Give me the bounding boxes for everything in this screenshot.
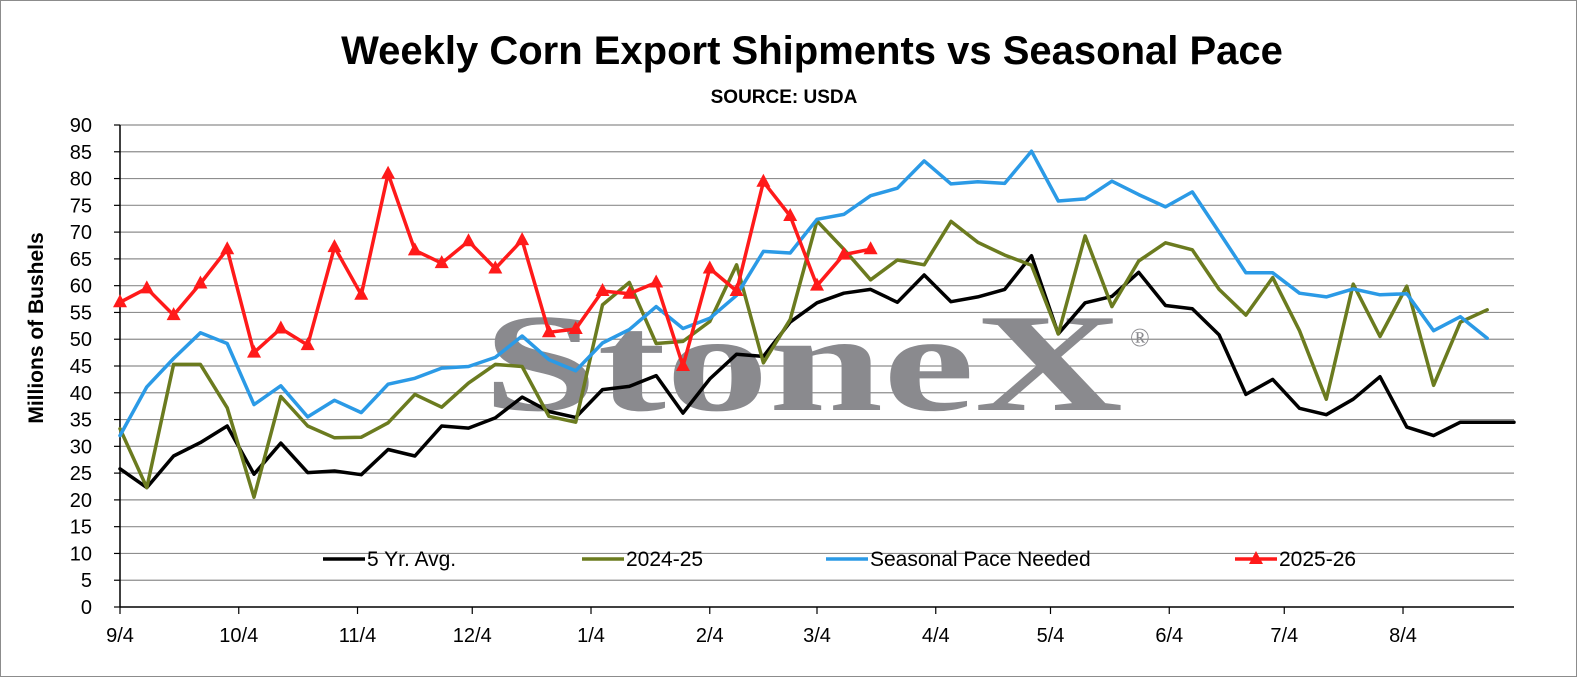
y-tick-label: 5	[81, 570, 92, 592]
data-point-2025-26	[381, 165, 396, 179]
x-tick-label: 5/4	[1037, 625, 1065, 647]
y-tick-label: 0	[81, 597, 92, 619]
data-point-2025-26	[783, 208, 798, 222]
y-tick-label: 65	[70, 249, 92, 271]
data-point-2025-26	[836, 246, 851, 260]
data-point-2025-26	[863, 241, 878, 255]
data-point-2025-26	[193, 275, 208, 289]
data-point-2025-26	[220, 241, 235, 255]
data-point-2025-26	[434, 255, 449, 269]
data-point-2025-26	[675, 358, 690, 371]
series-line-seasonal-pace-needed	[118, 149, 1489, 438]
y-tick-label: 80	[70, 169, 92, 191]
x-tick-label: 6/4	[1155, 625, 1183, 647]
series-2025-26	[113, 165, 878, 371]
series-line-5-yr-avg	[118, 253, 1516, 490]
data-point-2025-26	[568, 321, 583, 335]
y-tick-label: 85	[70, 142, 92, 164]
y-tick-label: 40	[70, 383, 92, 405]
legend-label: 2025-26	[1279, 548, 1356, 571]
data-point-2025-26	[113, 294, 127, 308]
chart-subtitle: SOURCE: USDA	[711, 87, 858, 108]
legend-item-2024-25: 2024-25	[582, 548, 703, 571]
legend-label: 2024-25	[626, 548, 703, 571]
series-2024-25	[118, 219, 1489, 499]
svg-text:StoneX: StoneX	[483, 286, 1123, 441]
data-point-2025-26	[407, 242, 422, 256]
y-tick-label: 55	[70, 302, 92, 324]
data-point-2025-26	[461, 233, 476, 247]
x-tick-label: 1/4	[577, 625, 605, 647]
series-line-2024-25	[118, 219, 1489, 499]
y-tick-label: 50	[70, 329, 92, 351]
legend-label: 5 Yr. Avg.	[367, 548, 456, 571]
x-tick-label: 2/4	[696, 625, 724, 647]
data-point-2025-26	[515, 232, 530, 246]
x-tick-label: 12/4	[453, 625, 492, 647]
data-point-2025-26	[166, 307, 181, 321]
x-tick-label: 9/4	[106, 625, 134, 647]
data-point-2025-26	[729, 283, 744, 297]
y-tick-label: 45	[70, 356, 92, 378]
y-tick-label: 35	[70, 410, 92, 432]
data-point-2025-26	[354, 286, 369, 300]
y-axis-ticks: 0 5 10 15 20 25 30 35 40 45 50 55 60 65 70 75 80 85 90	[70, 115, 120, 619]
y-axis-label: Millions of Bushels	[25, 232, 48, 423]
x-tick-label: 4/4	[922, 625, 950, 647]
legend-item-seasonal-pace-needed: Seasonal Pace Needed	[826, 548, 1091, 571]
y-tick-label: 30	[70, 436, 92, 458]
y-tick-label: 90	[70, 115, 92, 137]
x-tick-label: 7/4	[1270, 625, 1298, 647]
y-tick-label: 15	[70, 517, 92, 539]
y-tick-label: 75	[70, 195, 92, 217]
x-tick-label: 10/4	[219, 625, 258, 647]
svg-text:®: ®	[1130, 323, 1150, 352]
data-point-2025-26	[247, 344, 262, 358]
y-tick-label: 60	[70, 276, 92, 298]
x-tick-label: 3/4	[803, 625, 831, 647]
legend-marker	[1249, 551, 1263, 564]
data-point-2025-26	[273, 320, 288, 334]
y-tick-label: 20	[70, 490, 92, 512]
data-point-2025-26	[622, 285, 637, 299]
series-layer	[113, 149, 1516, 499]
legend-item-5-yr-avg: 5 Yr. Avg.	[323, 548, 456, 571]
data-point-2025-26	[488, 260, 503, 274]
x-tick-label: 11/4	[339, 625, 376, 647]
data-point-2025-26	[756, 173, 771, 187]
series-5-yr-avg	[118, 253, 1516, 490]
data-point-2025-26	[327, 239, 342, 253]
chart-title: Weekly Corn Export Shipments vs Seasonal…	[341, 29, 1283, 73]
legend: 5 Yr. Avg. 2024-25 Seasonal Pace Needed 202…	[323, 548, 1356, 571]
y-tick-label: 70	[70, 222, 92, 244]
y-tick-label: 10	[70, 543, 92, 565]
y-tick-label: 25	[70, 463, 92, 485]
legend-item-2025-26: 2025-26	[1235, 548, 1356, 571]
series-seasonal-pace-needed	[118, 149, 1489, 438]
gridlines	[120, 124, 1514, 581]
x-axis-ticks: 9/4 10/4 11/4 12/4 1/4 2/4 3/4 4/4 5/4 6/4 7/4 8/4	[106, 607, 1417, 647]
data-point-2025-26	[595, 283, 610, 297]
data-point-2025-26	[300, 337, 315, 351]
data-point-2025-26	[702, 260, 717, 274]
x-tick-label: 8/4	[1389, 625, 1417, 647]
data-point-2025-26	[541, 324, 556, 338]
data-point-2025-26	[139, 280, 154, 294]
data-point-2025-26	[649, 274, 664, 288]
legend-label: Seasonal Pace Needed	[870, 548, 1091, 571]
data-point-2025-26	[810, 277, 824, 291]
